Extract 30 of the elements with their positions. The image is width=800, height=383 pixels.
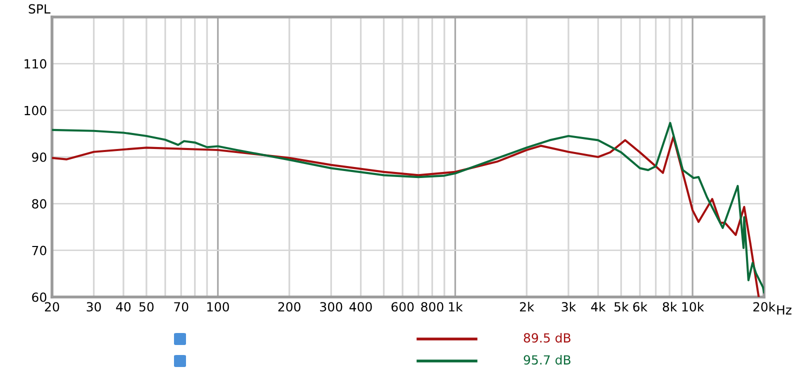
x-tick-label: 200 xyxy=(278,302,300,312)
x-tick-label: 30 xyxy=(86,302,101,312)
x-tick-label: 300 xyxy=(320,302,342,312)
x-tick-label: 1k xyxy=(449,302,463,312)
y-tick-label: 90 xyxy=(32,152,46,162)
x-axis-title: Hz xyxy=(777,305,792,314)
text: 95.7 dB xyxy=(524,354,570,365)
x-tick-label: 3k xyxy=(562,302,576,312)
x-tick-label: 8k xyxy=(662,302,678,312)
y-tick-label: 110 xyxy=(24,59,46,69)
y-axis-title: SPL xyxy=(28,4,50,14)
x-tick-label: 100 xyxy=(207,302,229,312)
x-tick-label: 10k xyxy=(682,302,704,312)
x-tick-label: 5k xyxy=(614,302,629,312)
text: 89.5 dB xyxy=(524,332,570,343)
y-tick-label: 80 xyxy=(32,199,46,209)
x-tick-label: 4k xyxy=(591,302,606,312)
x-tick-label: 600 xyxy=(392,302,414,312)
y-tick-label: 60 xyxy=(32,292,46,302)
x-tick-label: 40 xyxy=(116,302,131,312)
y-tick-label: 70 xyxy=(32,246,46,256)
x-tick-label: 800 xyxy=(421,302,444,312)
x-tick-label: 20k xyxy=(753,302,776,312)
x-tick-label: 400 xyxy=(349,302,372,312)
x-tick-label: 50 xyxy=(139,302,154,312)
x-tick-label: 2k xyxy=(520,302,534,312)
y-tick-label: 100 xyxy=(24,106,46,116)
x-tick-label: 6k xyxy=(633,302,648,312)
x-tick-label: 20 xyxy=(44,302,60,312)
x-tick-label: 70 xyxy=(174,302,188,312)
